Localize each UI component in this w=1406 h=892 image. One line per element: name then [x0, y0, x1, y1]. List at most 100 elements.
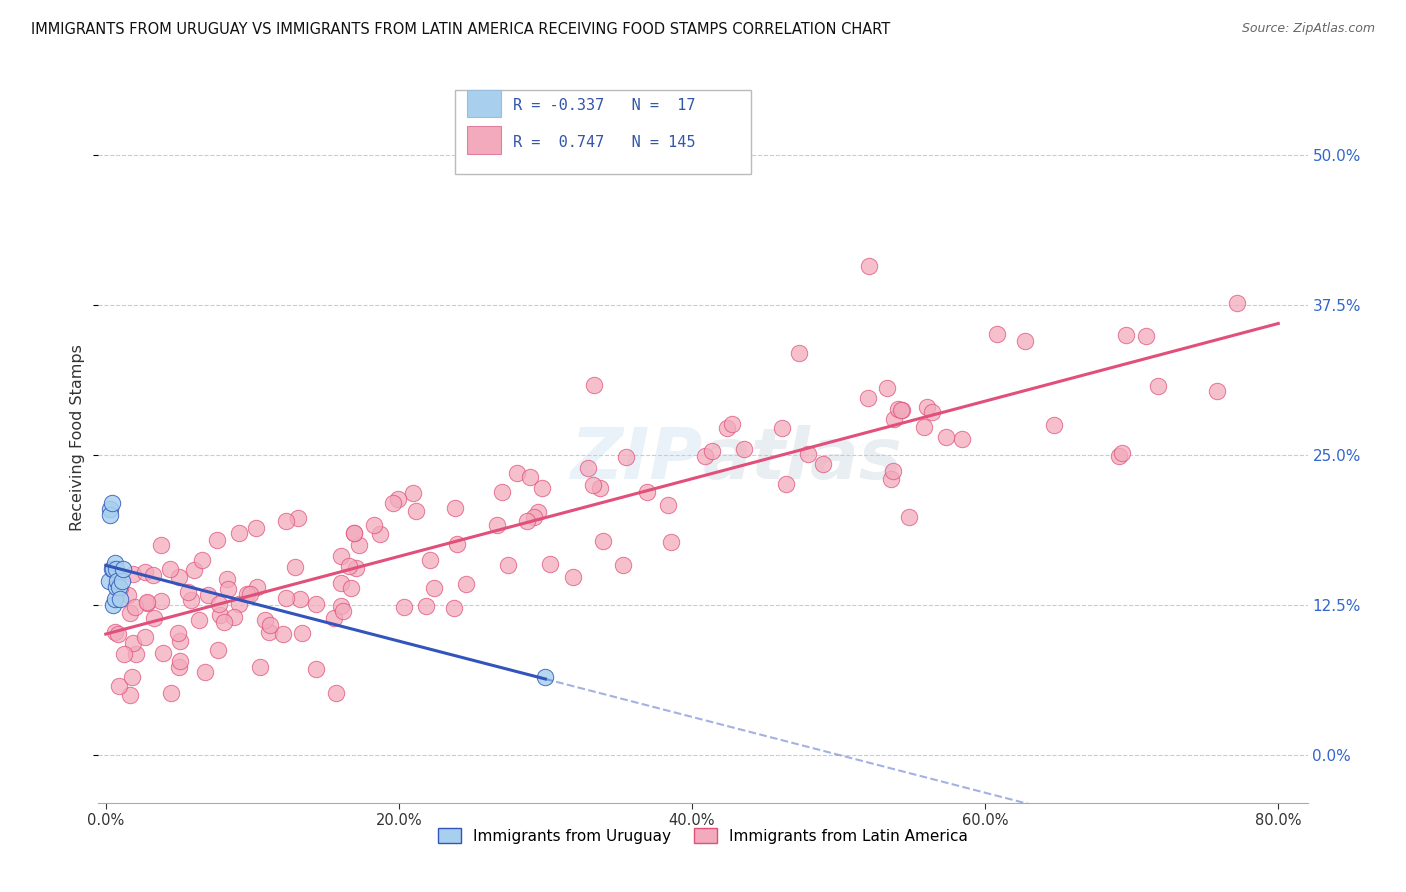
Point	[110, 582, 132, 596]
Point	[887, 401, 910, 416]
Point	[787, 346, 810, 360]
Point	[212, 615, 235, 630]
Point	[344, 561, 367, 575]
Point	[612, 558, 634, 572]
Point	[443, 600, 465, 615]
Point	[259, 618, 281, 632]
Point	[890, 403, 912, 417]
Point	[103, 591, 125, 606]
FancyBboxPatch shape	[467, 90, 501, 118]
Point	[159, 686, 181, 700]
Point	[935, 430, 957, 444]
Point	[491, 484, 513, 499]
Point	[486, 517, 509, 532]
Point	[516, 514, 538, 528]
Point	[207, 533, 229, 547]
Point	[122, 567, 145, 582]
Point	[986, 327, 1008, 342]
Point	[1115, 328, 1137, 343]
Point	[177, 585, 200, 599]
Point	[274, 591, 297, 605]
Point	[343, 526, 366, 541]
Point	[112, 647, 135, 661]
Point	[329, 549, 352, 563]
Point	[105, 580, 128, 594]
Point	[169, 654, 191, 668]
Text: atlas: atlas	[703, 425, 903, 493]
Point	[194, 665, 217, 679]
Point	[150, 538, 173, 552]
Point	[443, 501, 465, 516]
Point	[135, 595, 157, 609]
Point	[98, 508, 121, 522]
Point	[121, 670, 143, 684]
Point	[387, 492, 409, 507]
Point	[125, 647, 148, 661]
Point	[454, 577, 477, 591]
Text: R =  0.747   N = 145: R = 0.747 N = 145	[513, 135, 696, 150]
Point	[224, 610, 246, 624]
Point	[657, 498, 679, 512]
Point	[98, 502, 121, 516]
Point	[112, 562, 135, 576]
Point	[105, 562, 128, 576]
Point	[882, 464, 904, 478]
Point	[921, 404, 943, 418]
Point	[405, 504, 427, 518]
Legend: Immigrants from Uruguay, Immigrants from Latin America: Immigrants from Uruguay, Immigrants from…	[432, 822, 974, 850]
Point	[120, 607, 142, 621]
Point	[274, 514, 297, 528]
Point	[143, 610, 166, 624]
Point	[235, 587, 257, 601]
Point	[124, 599, 146, 614]
Point	[101, 562, 124, 576]
Point	[134, 630, 156, 644]
Point	[104, 624, 127, 639]
Point	[322, 611, 344, 625]
Point	[636, 485, 658, 500]
Point	[534, 670, 557, 684]
Point	[239, 587, 262, 601]
Point	[149, 593, 172, 607]
Point	[183, 563, 205, 577]
Point	[592, 534, 614, 549]
Point	[159, 562, 181, 576]
Point	[415, 599, 437, 613]
Point	[245, 521, 267, 535]
Point	[108, 580, 131, 594]
Point	[330, 575, 353, 590]
Point	[167, 659, 190, 673]
Point	[208, 607, 231, 622]
Point	[197, 588, 219, 602]
Point	[332, 604, 354, 618]
Point	[1108, 450, 1130, 464]
Point	[107, 574, 129, 588]
Point	[291, 626, 314, 640]
Point	[305, 597, 328, 611]
Point	[228, 526, 250, 541]
Point	[716, 421, 738, 435]
Point	[288, 592, 311, 607]
Point	[257, 624, 280, 639]
FancyBboxPatch shape	[456, 90, 751, 174]
Point	[693, 449, 716, 463]
Point	[97, 574, 120, 588]
Point	[876, 381, 898, 395]
Point	[188, 613, 211, 627]
Point	[110, 591, 132, 606]
Point	[496, 558, 519, 573]
Point	[423, 581, 446, 595]
Point	[392, 600, 415, 615]
Point	[381, 496, 404, 510]
FancyBboxPatch shape	[467, 126, 501, 154]
Point	[883, 412, 905, 426]
Point	[207, 642, 229, 657]
Point	[330, 599, 353, 614]
Point	[589, 481, 612, 495]
Point	[659, 535, 682, 549]
Point	[733, 442, 755, 456]
Text: IMMIGRANTS FROM URUGUAY VS IMMIGRANTS FROM LATIN AMERICA RECEIVING FOOD STAMPS C: IMMIGRANTS FROM URUGUAY VS IMMIGRANTS FR…	[31, 22, 890, 37]
Point	[100, 562, 122, 576]
Point	[245, 580, 267, 594]
Point	[167, 626, 190, 640]
